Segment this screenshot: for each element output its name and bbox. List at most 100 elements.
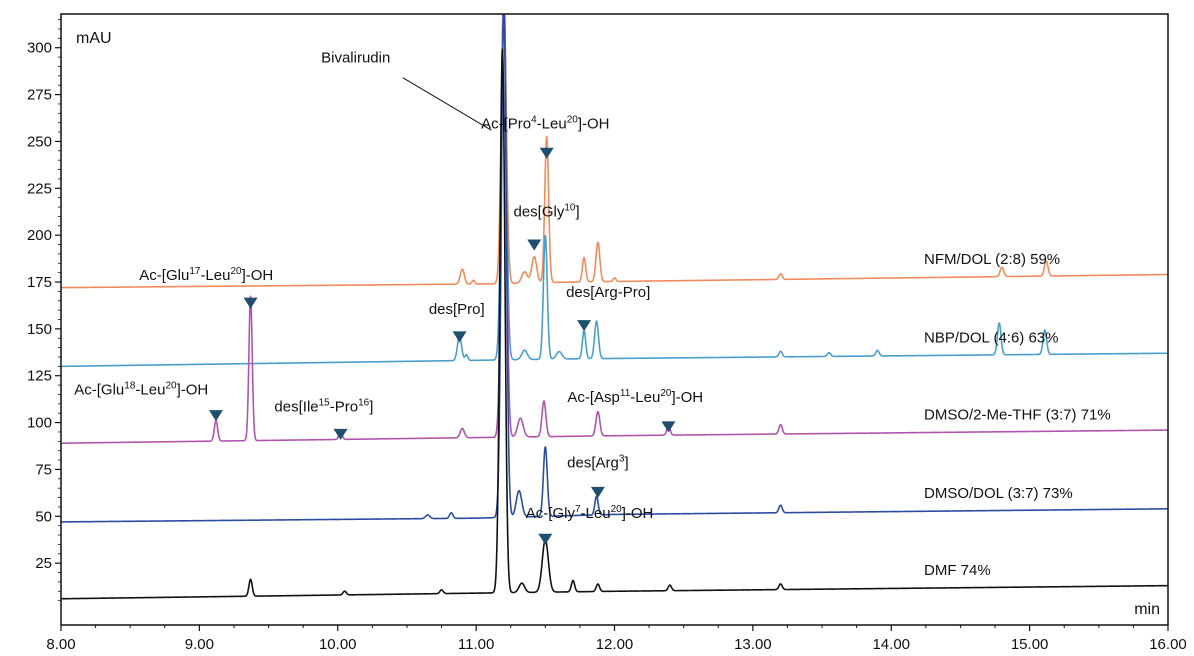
peak-annotation-label: des[Arg-Pro] xyxy=(566,284,650,301)
axes-layer: 8.00 9.00 10.00 11.00 12.00 13.00 14.00 15.00 16… xyxy=(27,19,1187,653)
y-tick-label: 225 xyxy=(27,180,52,197)
annotation-superscript: 20 xyxy=(660,388,672,399)
y-tick-label: 100 xyxy=(27,415,52,432)
annotation-superscript: 20 xyxy=(230,266,242,277)
annotation-text: -Leu xyxy=(630,389,660,406)
series-label: DMSO/2-Me-THF (3:7) 71% xyxy=(924,406,1111,423)
traces-layer xyxy=(61,14,1168,600)
peak-marker-triangle xyxy=(452,331,467,343)
annotation-text: Ac-[Asp xyxy=(567,389,620,406)
series-yield: 74% xyxy=(961,562,991,579)
annotation-leader-line xyxy=(402,77,492,131)
series-name: NBP/DOL (4:6) xyxy=(924,329,1024,346)
series-line xyxy=(61,14,1168,444)
series-line xyxy=(61,48,1168,600)
peak-annotation-label: des[Gly10] xyxy=(513,202,579,220)
annotation-text: Ac-[Pro xyxy=(481,115,531,132)
annotation-superscript: 10 xyxy=(564,202,576,213)
peak-marker-triangle xyxy=(208,410,223,422)
series-name: DMSO/2-Me-THF (3:7) xyxy=(924,406,1077,423)
peak-marker-triangle xyxy=(527,239,542,251)
x-tick-label: 9.00 xyxy=(185,636,214,653)
series-label: NBP/DOL (4:6) 63% xyxy=(924,329,1059,346)
y-tick-label: 300 xyxy=(27,40,52,57)
annotation-text: -Leu xyxy=(537,115,567,132)
series-yield: 73% xyxy=(1043,485,1073,502)
peak-annotation-label: des[Ile15-Pro16] xyxy=(274,397,373,415)
series-line xyxy=(61,14,1168,289)
peak-annotation-label: Ac-[Asp11-Leu20]-OH xyxy=(567,388,703,406)
y-tick-label: 150 xyxy=(27,321,52,338)
y-tick-label: 25 xyxy=(35,555,52,572)
series-yield: 63% xyxy=(1028,329,1058,346)
annotation-text: des[Gly xyxy=(513,203,564,220)
annotation-text: -Pro xyxy=(330,398,358,415)
peak-annotation-label: Ac-[Gly7-Leu20]-OH xyxy=(526,504,654,522)
annotation-text: ]-OH xyxy=(671,389,703,406)
annotation-text: Bivalirudin xyxy=(321,50,390,67)
series-labels-layer: NFM/DOL (2:8) 59% NBP/DOL (4:6) 63% DMSO/2… xyxy=(924,251,1111,579)
series-name: DMF xyxy=(924,562,957,579)
annotation-text: ] xyxy=(369,398,373,415)
x-tick-label: 15.00 xyxy=(1011,636,1049,653)
annotation-text: ] xyxy=(575,203,579,220)
annotation-text: -Leu xyxy=(200,267,230,284)
peak-annotation-label: Bivalirudin xyxy=(321,50,390,67)
x-axis-label: min xyxy=(1134,601,1160,618)
peak-marker-triangle xyxy=(333,428,348,440)
y-tick-label: 275 xyxy=(27,87,52,104)
annotation-superscript: 20 xyxy=(567,114,579,125)
peak-marker-triangle xyxy=(661,421,676,433)
annotation-text: ]-OH xyxy=(622,505,654,522)
peak-annotation-label: des[Pro] xyxy=(429,301,485,318)
peak-annotation-label: Ac-[Pro4-Leu20]-OH xyxy=(481,114,609,132)
annotation-text: -Leu xyxy=(581,505,611,522)
peak-marker-triangle xyxy=(243,297,258,309)
x-tick-label: 12.00 xyxy=(596,636,634,653)
annotation-superscript: 16 xyxy=(358,397,370,408)
annotations-layer: BivalirudinAc-[Pro4-Leu20]-OHdes[Gly10]A… xyxy=(74,50,703,545)
x-tick-label: 8.00 xyxy=(46,636,75,653)
peak-annotation-label: Ac-[Glu17-Leu20]-OH xyxy=(139,266,273,284)
series-yield: 71% xyxy=(1081,406,1111,423)
annotation-superscript: 20 xyxy=(611,504,623,515)
y-tick-label: 125 xyxy=(27,368,52,385)
peak-marker-triangle xyxy=(538,533,553,545)
x-tick-label: 13.00 xyxy=(734,636,772,653)
y-tick-label: 250 xyxy=(27,133,52,150)
series-yield: 59% xyxy=(1030,251,1060,268)
x-tick-label: 11.00 xyxy=(458,636,494,653)
plot-frame xyxy=(60,13,1169,626)
annotation-text: -Leu xyxy=(135,381,165,398)
peak-marker-triangle xyxy=(577,320,592,332)
annotation-superscript: 3 xyxy=(619,454,625,465)
annotation-superscript: 17 xyxy=(189,266,201,277)
series-label: DMSO/DOL (3:7) 73% xyxy=(924,485,1073,502)
annotation-superscript: 4 xyxy=(531,114,537,125)
annotation-text: ] xyxy=(624,455,628,472)
series-line xyxy=(61,14,1168,368)
annotation-text: des[Arg xyxy=(567,455,619,472)
annotation-superscript: 18 xyxy=(124,380,136,391)
annotation-text: Ac-[Gly xyxy=(526,505,576,522)
series-name: DMSO/DOL (3:7) xyxy=(924,485,1038,502)
annotation-text: ]-OH xyxy=(177,381,209,398)
x-tick-label: 14.00 xyxy=(872,636,910,653)
peak-annotation-label: des[Arg3] xyxy=(567,454,628,472)
peak-annotation-label: Ac-[Glu18-Leu20]-OH xyxy=(74,380,208,398)
series-line xyxy=(61,14,1168,523)
annotation-text: ]-OH xyxy=(242,267,274,284)
y-tick-label: 200 xyxy=(27,227,52,244)
annotation-text: Ac-[Glu xyxy=(74,381,124,398)
annotation-text: des[Arg-Pro] xyxy=(566,284,650,301)
series-label: NFM/DOL (2:8) 59% xyxy=(924,251,1060,268)
annotation-superscript: 20 xyxy=(165,380,177,391)
series-label: DMF 74% xyxy=(924,562,991,579)
annotation-text: des[Pro] xyxy=(429,301,485,318)
annotation-superscript: 7 xyxy=(575,504,581,515)
x-tick-label: 10.00 xyxy=(319,636,357,653)
peak-marker-triangle xyxy=(539,147,554,159)
annotation-text: Ac-[Glu xyxy=(139,267,189,284)
annotation-text: des[Ile xyxy=(274,398,318,415)
